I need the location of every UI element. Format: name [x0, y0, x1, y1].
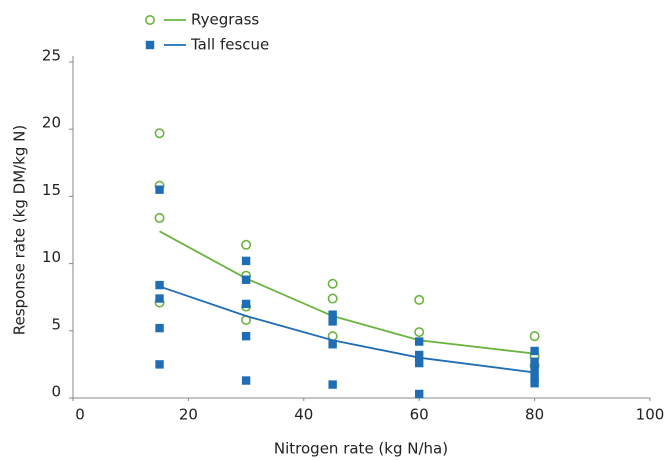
trend-line	[159, 285, 535, 374]
x-tick-label: 0	[75, 406, 85, 424]
data-point	[328, 317, 337, 326]
legend-marker	[145, 40, 155, 50]
data-point	[154, 128, 165, 139]
x-tick-label: 20	[179, 406, 198, 424]
data-point	[327, 278, 338, 289]
data-point	[155, 280, 164, 290]
data-point	[327, 293, 338, 304]
y-axis-title: Response rate (kg DM/kg N)	[11, 125, 29, 335]
y-tick-label: 5	[51, 315, 61, 333]
data-point	[530, 346, 539, 356]
data-point	[415, 389, 424, 399]
y-tick-label: 0	[51, 383, 61, 401]
x-tick-label: 60	[410, 406, 429, 424]
data-point	[328, 380, 337, 389]
data-point	[415, 358, 424, 368]
data-point	[530, 379, 539, 388]
data-point	[241, 376, 251, 385]
legend-marker	[145, 15, 156, 25]
data-point	[414, 327, 425, 338]
y-tick-label: 25	[42, 47, 61, 65]
y-tick-label: 15	[42, 181, 61, 199]
data-point	[241, 331, 251, 341]
x-tick-label: 80	[525, 406, 544, 424]
x-tick-label: 40	[294, 406, 313, 424]
data-point	[529, 331, 540, 342]
data-point	[155, 323, 164, 333]
x-axis-title: Nitrogen rate (kg N/ha)	[274, 440, 448, 458]
legend-label: Ryegrass	[191, 11, 259, 29]
data-point	[241, 256, 251, 266]
legend-label: Tall fescue	[190, 36, 269, 54]
data-point	[328, 340, 337, 349]
data-point	[155, 294, 164, 303]
data-point	[155, 360, 164, 369]
data-point	[241, 299, 251, 309]
data-point	[154, 212, 165, 223]
data-point	[414, 294, 425, 305]
data-point	[415, 337, 424, 346]
data-point	[530, 357, 539, 366]
data-point	[241, 239, 252, 250]
y-tick-label: 20	[42, 114, 61, 132]
x-tick-label: 100	[636, 406, 665, 424]
y-tick-label: 10	[42, 248, 61, 266]
data-point	[155, 185, 164, 194]
data-point	[530, 373, 539, 383]
data-point	[530, 365, 539, 374]
data-point	[415, 350, 424, 360]
data-point	[241, 275, 251, 284]
trend-line	[159, 230, 535, 355]
data-point	[328, 310, 337, 319]
